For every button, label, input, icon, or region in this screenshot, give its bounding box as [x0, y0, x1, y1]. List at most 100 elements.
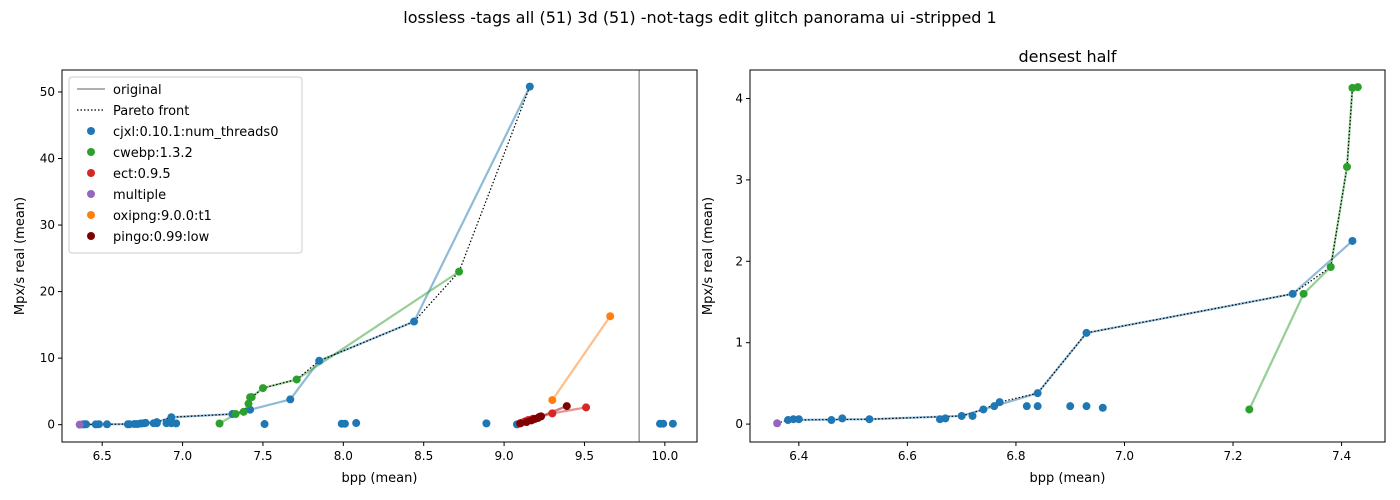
left-point-oxipng-9-0-0-t1 [548, 396, 557, 405]
right-point-cwebp-1-3-2 [1353, 83, 1362, 92]
right-y-tick-label: 0 [735, 417, 743, 431]
left-series-line-oxipng-9-0-0-t1 [551, 315, 612, 401]
right-axes-frame [749, 69, 1386, 443]
right-point-cwebp-1-3-2 [1299, 289, 1308, 298]
left-point-cjxl-0-10-1-num-threads0 [141, 418, 150, 427]
left-chart: 6.5 7.0 7.5 8.0 8.5 9.0 9.5 10.0 0 10 20 30 40 50 bpp … [13, 69, 698, 486]
left-point-cwebp-1-3-2 [239, 407, 248, 416]
left-x-tick-label: 8.0 [334, 449, 353, 463]
legend-cwebp-1-3-2-swatch [87, 148, 95, 156]
left-axes-frame [61, 69, 698, 443]
left-x-tick-label: 8.5 [414, 449, 433, 463]
left-legend: original Pareto front cjxl:0.10.1:num_thre… [68, 76, 303, 254]
left-point-cjxl-0-10-1-num-threads0 [482, 419, 491, 428]
left-point-cwebp-1-3-2 [215, 419, 224, 428]
legend-original-label: original [113, 83, 162, 98]
left-point-cwebp-1-3-2 [231, 410, 240, 419]
right-series-line-cjxl-0-10-1-num-threads0 [787, 240, 1354, 422]
right-point-cjxl-0-10-1-num-threads0 [979, 405, 988, 414]
left-point-cjxl-0-10-1-num-threads0 [525, 82, 534, 91]
right-x-tick-label: 7.4 [1332, 449, 1351, 463]
right-y-tick-label: 3 [735, 173, 743, 187]
left-y-tick-label: 0 [47, 418, 55, 432]
left-x-tick-label: 10.0 [651, 449, 678, 463]
right-point-cjxl-0-10-1-num-threads0 [1033, 389, 1042, 398]
left-point-cjxl-0-10-1-num-threads0 [410, 317, 419, 326]
left-point-cjxl-0-10-1-num-threads0 [659, 419, 668, 428]
left-point-cjxl-0-10-1-num-threads0 [103, 420, 112, 429]
left-point-cjxl-0-10-1-num-threads0 [172, 419, 181, 428]
left-point-cwebp-1-3-2 [258, 384, 267, 393]
right-chart: densest half 6.4 6.6 6.8 7.0 7.2 7.4 0 1 2 3 4 bpp (… [701, 47, 1386, 486]
right-point-multiple [773, 419, 782, 428]
legend-ect-0-9-5-swatch [87, 169, 95, 177]
left-point-cwebp-1-3-2 [455, 267, 464, 276]
right-y-tick-label: 1 [735, 336, 743, 350]
left-y-axis-label: Mpx/s real (mean) [13, 197, 28, 315]
left-point-cwebp-1-3-2 [244, 399, 253, 408]
left-point-cjxl-0-10-1-num-threads0 [94, 420, 103, 429]
right-y-tick-label: 4 [735, 91, 743, 105]
right-point-cwebp-1-3-2 [1326, 262, 1335, 271]
right-point-cjxl-0-10-1-num-threads0 [941, 414, 950, 423]
figure-suptitle: lossless -tags all (51) 3d (51) -not-tag… [403, 8, 997, 27]
left-y-tick-label: 10 [40, 351, 55, 365]
right-point-cjxl-0-10-1-num-threads0 [968, 411, 977, 420]
right-x-tick-label: 6.8 [1006, 449, 1025, 463]
legend-cjxl-0-10-1-num-threads0-label: cjxl:0.10.1:num_threads0 [113, 125, 278, 140]
right-point-cjxl-0-10-1-num-threads0 [995, 398, 1004, 407]
left-point-oxipng-9-0-0-t1 [606, 312, 615, 321]
left-point-cjxl-0-10-1-num-threads0 [167, 413, 176, 422]
right-chart-title: densest half [1018, 47, 1116, 66]
left-point-cjxl-0-10-1-num-threads0 [340, 419, 349, 428]
left-point-cwebp-1-3-2 [292, 375, 301, 384]
left-y-tick-label: 20 [40, 285, 55, 299]
right-point-cjxl-0-10-1-num-threads0 [794, 415, 803, 424]
right-x-tick-label: 6.4 [789, 449, 808, 463]
left-point-cjxl-0-10-1-num-threads0 [668, 419, 677, 428]
left-point-pingo-0-99-low [537, 412, 546, 421]
right-x-tick-label: 6.6 [898, 449, 917, 463]
left-x-tick-label: 6.5 [93, 449, 112, 463]
right-x-axis-label: bpp (mean) [1030, 471, 1106, 486]
right-y-tick-label: 2 [735, 254, 743, 268]
legend-cjxl-0-10-1-num-threads0-swatch [87, 127, 95, 135]
legend-multiple-label: multiple [113, 188, 166, 203]
right-point-cjxl-0-10-1-num-threads0 [1288, 289, 1297, 298]
right-point-cjxl-0-10-1-num-threads0 [827, 416, 836, 425]
left-point-cjxl-0-10-1-num-threads0 [260, 420, 269, 429]
left-point-cjxl-0-10-1-num-threads0 [352, 419, 361, 428]
legend-pareto-front-label: Pareto front [113, 104, 189, 119]
left-point-cwebp-1-3-2 [247, 393, 256, 402]
right-point-cjxl-0-10-1-num-threads0 [1348, 236, 1357, 245]
left-plot-area [75, 70, 677, 442]
right-pareto-front [776, 86, 1358, 424]
left-x-tick-label: 9.0 [495, 449, 514, 463]
left-x-tick-label: 7.5 [253, 449, 272, 463]
right-point-cwebp-1-3-2 [1343, 162, 1352, 171]
left-series-line-cwebp-1-3-2 [218, 270, 460, 425]
left-legend-box [68, 76, 303, 254]
right-point-cwebp-1-3-2 [1245, 405, 1254, 414]
legend-pingo-0-99-low-swatch [87, 232, 95, 240]
left-point-cjxl-0-10-1-num-threads0 [152, 419, 161, 428]
right-point-cjxl-0-10-1-num-threads0 [1082, 328, 1091, 337]
left-point-cjxl-0-10-1-num-threads0 [246, 405, 255, 414]
legend-pingo-0-99-low-label: pingo:0.99:low [113, 230, 210, 245]
right-x-tick-label: 7.2 [1223, 449, 1242, 463]
legend-ect-0-9-5-label: ect:0.9.5 [113, 167, 171, 182]
left-y-tick-label: 40 [40, 152, 55, 166]
right-point-cjxl-0-10-1-num-threads0 [1022, 402, 1031, 411]
legend-oxipng-9-0-0-t1-swatch [87, 211, 95, 219]
right-y-axis-label: Mpx/s real (mean) [701, 197, 716, 315]
right-point-cjxl-0-10-1-num-threads0 [1098, 403, 1107, 412]
left-y-tick-label: 30 [40, 218, 55, 232]
right-point-cjxl-0-10-1-num-threads0 [1066, 402, 1075, 411]
left-point-pingo-0-99-low [562, 402, 571, 411]
legend-oxipng-9-0-0-t1-label: oxipng:9.0.0:t1 [113, 209, 212, 224]
left-point-cjxl-0-10-1-num-threads0 [82, 420, 91, 429]
left-x-tick-label: 9.5 [575, 449, 594, 463]
right-series-line-cwebp-1-3-2 [1248, 86, 1359, 410]
